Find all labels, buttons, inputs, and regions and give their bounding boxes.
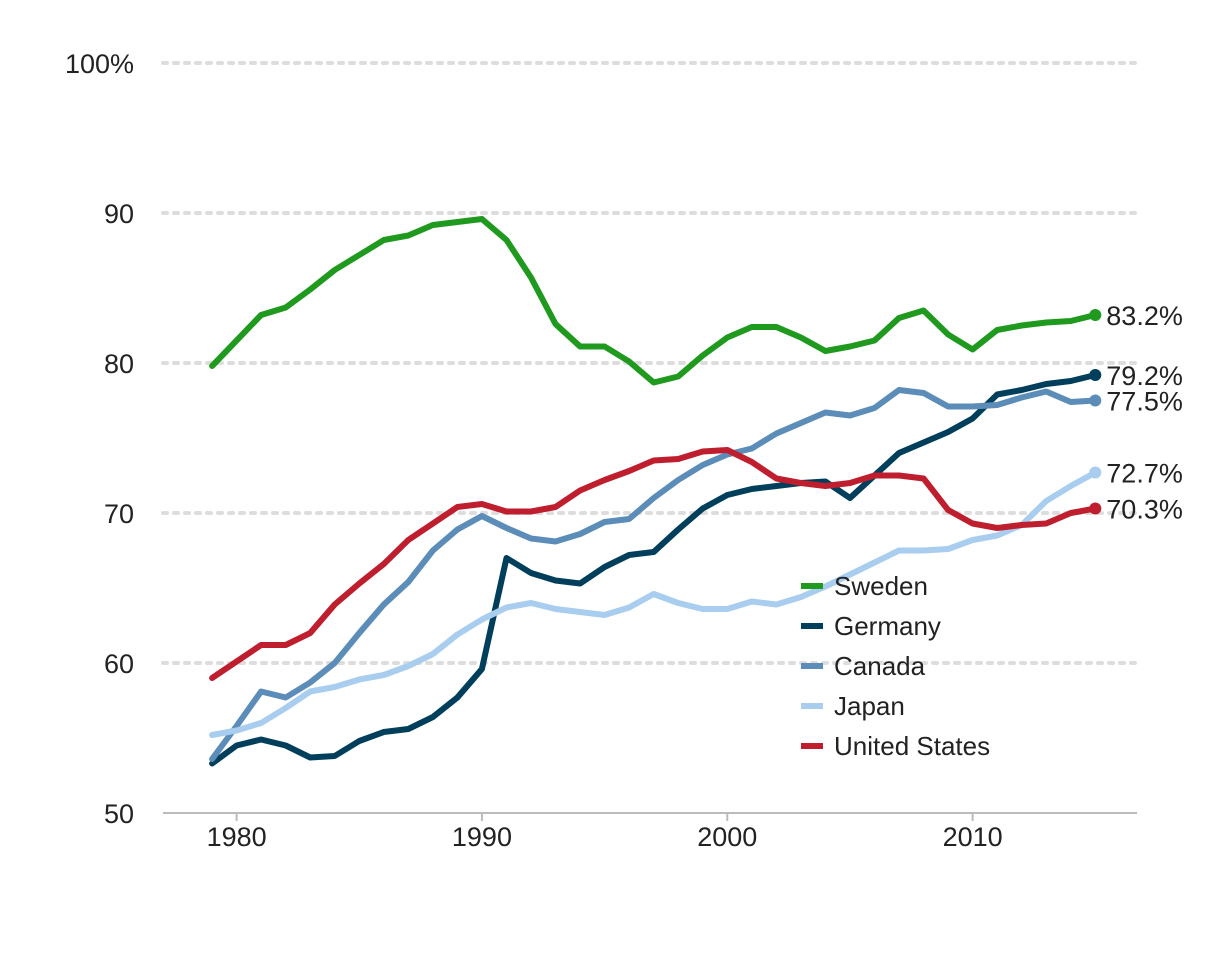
end-value-label-united-states: 70.3% — [1106, 495, 1183, 525]
axes: 100% 90 80 70 60 50 1980 1990 2000 2010 — [65, 49, 1137, 852]
x-tick-label-2010: 2010 — [943, 822, 1003, 852]
series-line-canada — [209, 387, 1099, 762]
x-tick-label-1990: 1990 — [452, 822, 512, 852]
end-value-label-sweden: 83.2% — [1106, 301, 1183, 331]
y-tick-label-60: 60 — [104, 649, 134, 679]
end-value-label-canada: 77.5% — [1106, 387, 1183, 417]
y-tick-label-50: 50 — [104, 799, 134, 829]
end-marker-canada — [1089, 394, 1102, 407]
y-tick-label-80: 80 — [104, 349, 134, 379]
series-lines — [209, 216, 1099, 767]
series-line-united-states — [209, 447, 1099, 681]
series-line-germany — [209, 372, 1099, 767]
legend-label-united-states: United States — [834, 731, 990, 761]
end-marker-germany — [1089, 369, 1102, 381]
legend-label-sweden: Sweden — [834, 571, 928, 601]
end-marker-japan — [1089, 466, 1102, 479]
end-marker-sweden — [1089, 309, 1102, 321]
end-marker-united-states — [1089, 502, 1102, 515]
end-value-label-germany: 79.2% — [1106, 361, 1183, 391]
legend: Sweden Germany Canada Japan United States — [801, 571, 990, 761]
y-tick-label-90: 90 — [104, 199, 134, 229]
y-tick-label-100: 100% — [65, 49, 134, 79]
legend-label-japan: Japan — [834, 691, 905, 721]
series-line-sweden — [209, 216, 1099, 386]
end-value-label-japan: 72.7% — [1106, 459, 1183, 489]
gridlines — [161, 61, 1139, 665]
legend-label-germany: Germany — [834, 611, 941, 641]
series-line-japan — [209, 469, 1099, 738]
y-tick-label-70: 70 — [104, 499, 134, 529]
legend-label-canada: Canada — [834, 651, 926, 681]
x-tick-label-2000: 2000 — [697, 822, 757, 852]
end-value-labels: 83.2% 79.2%77.5% 72.7% 70.3% — [1089, 301, 1183, 525]
x-tick-label-1980: 1980 — [207, 822, 267, 852]
